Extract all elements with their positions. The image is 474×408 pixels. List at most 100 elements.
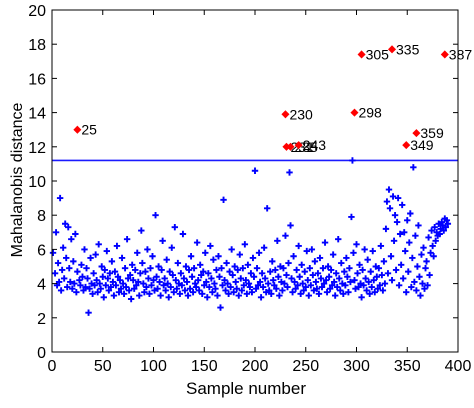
data-point — [405, 268, 412, 275]
data-point — [121, 265, 129, 272]
data-point — [242, 276, 250, 284]
data-point — [271, 282, 278, 289]
data-point — [349, 157, 356, 164]
data-point — [186, 285, 194, 292]
data-point — [142, 268, 149, 275]
data-point — [384, 270, 392, 277]
data-point — [81, 246, 88, 253]
data-point — [122, 283, 130, 291]
data-point — [375, 265, 383, 272]
data-point — [413, 287, 420, 294]
data-point — [51, 270, 59, 277]
data-point — [344, 273, 351, 280]
data-point — [289, 288, 296, 296]
data-point — [264, 280, 272, 287]
data-point — [335, 235, 342, 243]
data-point — [269, 258, 276, 265]
data-point — [246, 283, 254, 291]
data-point — [273, 285, 280, 292]
data-point — [72, 230, 79, 238]
outlier-point — [388, 45, 397, 54]
y-tick-label: 18 — [28, 37, 46, 54]
x-tick-label: 200 — [242, 358, 269, 375]
data-point — [378, 271, 386, 279]
data-point — [329, 251, 337, 258]
data-point — [193, 239, 201, 246]
data-point — [167, 283, 174, 291]
data-point — [83, 265, 90, 272]
data-point — [397, 261, 405, 268]
data-point — [140, 280, 147, 287]
data-point — [302, 283, 309, 291]
data-point — [259, 283, 267, 291]
data-point — [139, 259, 146, 267]
data-point — [96, 280, 103, 287]
data-point — [263, 205, 271, 212]
data-point — [308, 246, 316, 253]
data-point — [226, 268, 233, 275]
data-point — [189, 288, 197, 296]
outlier-point — [357, 50, 366, 59]
data-point — [442, 223, 450, 231]
data-point — [190, 265, 198, 272]
data-point — [414, 263, 421, 270]
data-point — [281, 280, 288, 287]
data-point — [240, 282, 248, 289]
data-point — [430, 253, 437, 260]
data-point — [366, 290, 373, 298]
data-point — [421, 285, 428, 292]
data-point — [253, 265, 261, 272]
data-point — [294, 282, 301, 289]
data-point — [155, 263, 162, 270]
data-point — [395, 282, 403, 289]
data-point — [362, 275, 369, 282]
data-point — [202, 249, 209, 257]
data-point — [229, 271, 236, 279]
data-point — [52, 229, 60, 236]
data-point — [239, 265, 247, 272]
data-point — [214, 292, 221, 299]
data-point — [181, 287, 189, 294]
data-point — [178, 282, 186, 289]
data-point — [166, 268, 173, 275]
outlier-label: 243 — [303, 137, 327, 153]
data-point — [377, 242, 385, 250]
outlier-label: 230 — [289, 106, 313, 122]
data-point — [147, 265, 154, 272]
data-point — [300, 287, 307, 294]
data-point — [444, 220, 452, 227]
data-point — [411, 278, 418, 286]
data-point — [123, 235, 131, 243]
data-point — [311, 258, 319, 265]
data-point — [71, 280, 78, 287]
data-point — [422, 265, 429, 272]
data-point — [306, 265, 314, 272]
data-point — [67, 278, 74, 286]
x-tick-label: 300 — [343, 358, 370, 375]
outlier-label: 235 — [295, 139, 319, 155]
data-point — [160, 282, 167, 289]
data-point — [331, 292, 339, 299]
y-tick-label: 20 — [28, 3, 46, 20]
data-point — [87, 254, 94, 262]
data-point — [379, 287, 387, 294]
data-point — [57, 287, 65, 294]
data-point — [382, 225, 390, 233]
data-point — [204, 294, 211, 301]
data-point — [272, 266, 279, 274]
data-point — [58, 266, 66, 274]
data-point — [154, 285, 161, 292]
data-point — [232, 278, 239, 286]
outlier-label: 298 — [358, 105, 382, 121]
data-point — [173, 285, 181, 292]
data-point — [365, 278, 372, 286]
data-point — [126, 271, 134, 279]
data-point — [212, 285, 219, 292]
data-point — [119, 280, 127, 287]
data-point — [203, 278, 210, 286]
data-point — [257, 294, 265, 301]
data-point — [95, 241, 102, 248]
y-axis-label: Mahalanobis distance — [9, 103, 26, 258]
data-point — [412, 232, 419, 239]
